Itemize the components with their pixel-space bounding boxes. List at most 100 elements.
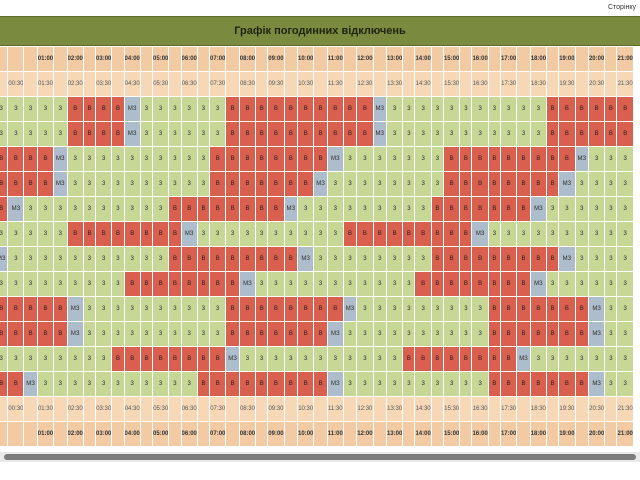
slot-on: 3 <box>168 171 182 197</box>
hour-label <box>7 46 25 72</box>
slot-on: 3 <box>82 346 97 372</box>
slot-off: В <box>604 96 618 122</box>
slot-off: В <box>442 171 461 197</box>
slot-off: В <box>53 296 68 322</box>
slot-on: 3 <box>180 296 198 322</box>
hour-label: 18:00 <box>529 46 548 72</box>
hour-label: 09:00 <box>267 421 285 447</box>
slot-off: В <box>487 296 501 322</box>
slot-off: В <box>442 246 461 272</box>
half-hour-label <box>283 396 299 422</box>
queue-row: ВВВВВМЗ3333333333ВВВВВВВВМЗ333333333ВВВВ… <box>0 296 634 322</box>
hour-label <box>516 46 531 72</box>
queue-row: ВВМЗ33333333333ВВВВВВВВВМЗ3333333333ВВВВ… <box>0 371 634 397</box>
slot-on: 3 <box>471 121 489 147</box>
half-hour-label: 21:30 <box>616 396 634 422</box>
slot-off: В <box>529 296 548 322</box>
slot-off: В <box>0 196 9 222</box>
slot-maybe: МЗ <box>587 371 606 397</box>
queue-row: 33333ВВВВВВВВМЗ3333333333ВВВВВВВВВМЗ3333… <box>0 221 634 247</box>
slot-on: 3 <box>499 121 518 147</box>
slot-off: В <box>196 371 211 397</box>
slot-on: 3 <box>123 371 141 397</box>
slot-on: 3 <box>587 196 606 222</box>
hour-label: 06:00 <box>180 46 198 72</box>
slot-on: 3 <box>587 171 606 197</box>
slot-on: 3 <box>385 296 404 322</box>
slot-on: 3 <box>372 346 387 372</box>
hour-label: 09:00 <box>267 46 285 72</box>
slot-on: 3 <box>209 321 227 347</box>
slot-off: В <box>255 371 269 397</box>
hour-label <box>487 46 501 72</box>
slot-on: 3 <box>356 246 374 272</box>
slot-on: 3 <box>356 196 374 222</box>
slot-on: 3 <box>587 246 606 272</box>
slot-on: 3 <box>23 196 38 222</box>
slot-off: В <box>123 271 141 297</box>
slot-off: В <box>225 246 240 272</box>
slot-on: 3 <box>111 246 125 272</box>
half-hour-label: 19:30 <box>558 396 576 422</box>
slot-on: 3 <box>604 221 618 247</box>
slot-on: 3 <box>414 321 432 347</box>
slot-on: 3 <box>168 321 182 347</box>
scrollbar-thumb[interactable] <box>4 454 636 460</box>
half-hour-label: 01:30 <box>36 396 55 422</box>
half-hour-label <box>283 71 299 97</box>
horizontal-scrollbar[interactable] <box>0 452 640 462</box>
slot-on: 3 <box>111 146 125 172</box>
slot-off: В <box>209 246 227 272</box>
slot-off: В <box>516 296 531 322</box>
slot-off: В <box>471 171 489 197</box>
slot-on: 3 <box>196 96 211 122</box>
slot-on: 3 <box>297 221 315 247</box>
slot-on: 3 <box>82 171 97 197</box>
slot-off: В <box>442 346 461 372</box>
slot-on: 3 <box>0 221 9 247</box>
slot-on: 3 <box>385 246 404 272</box>
slot-off: В <box>255 321 269 347</box>
slot-off: В <box>267 171 285 197</box>
slot-off: В <box>225 371 240 397</box>
slot-off: В <box>499 196 518 222</box>
slot-on: 3 <box>385 96 404 122</box>
slot-off: В <box>574 296 589 322</box>
hour-label: 14:00 <box>414 46 432 72</box>
slot-on: 3 <box>7 121 25 147</box>
slot-off: В <box>516 196 531 222</box>
slot-off: В <box>587 96 606 122</box>
queue-row: ВВВВМЗ3333333333ВВВВВВВВМЗ3333333ВВВВВВВ… <box>0 146 634 172</box>
half-hour-label: 14:30 <box>414 71 432 97</box>
slot-on: 3 <box>123 321 141 347</box>
hour-label <box>139 421 154 447</box>
slot-maybe: МЗ <box>283 196 299 222</box>
slot-on: 3 <box>180 96 198 122</box>
slot-off: В <box>558 296 576 322</box>
slot-on: 3 <box>95 171 113 197</box>
hour-label <box>168 421 182 447</box>
slot-on: 3 <box>313 221 328 247</box>
slot-on: 3 <box>180 371 198 397</box>
hour-label <box>23 46 38 72</box>
slot-off: В <box>487 246 501 272</box>
slot-on: 3 <box>616 221 634 247</box>
half-hour-label: 12:30 <box>356 396 374 422</box>
slot-off: В <box>356 96 374 122</box>
slot-on: 3 <box>53 196 68 222</box>
slot-off: В <box>225 321 240 347</box>
slot-off: В <box>139 221 154 247</box>
slot-on: 3 <box>82 271 97 297</box>
slot-on: 3 <box>326 196 344 222</box>
slot-on: 3 <box>558 221 576 247</box>
half-hour-label <box>255 71 269 97</box>
slot-off: В <box>297 121 315 147</box>
slot-off: В <box>7 321 25 347</box>
slot-on: 3 <box>616 371 634 397</box>
half-hour-label <box>23 396 38 422</box>
slot-off: В <box>238 196 257 222</box>
slot-on: 3 <box>604 146 618 172</box>
slot-off: В <box>255 196 269 222</box>
slot-on: 3 <box>95 271 113 297</box>
slot-on: 3 <box>372 371 387 397</box>
